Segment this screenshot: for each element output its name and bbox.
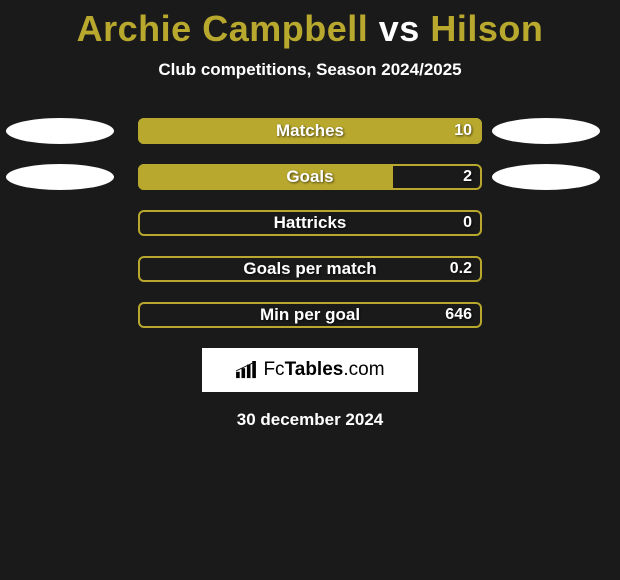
player1-marker	[6, 164, 114, 190]
date-label: 30 december 2024	[0, 410, 620, 430]
stat-row: Hattricks0	[0, 210, 620, 236]
player1-marker	[6, 118, 114, 144]
stat-bar-track	[138, 118, 482, 144]
stat-bar-track	[138, 256, 482, 282]
stat-bar-track	[138, 164, 482, 190]
logo-text: FcTables.com	[263, 359, 384, 381]
logo-fc: Fc	[263, 359, 284, 380]
title-vs: vs	[379, 8, 420, 49]
stat-bar-track	[138, 302, 482, 328]
fctables-logo[interactable]: FcTables.com	[202, 348, 418, 392]
player1-name: Archie Campbell	[77, 8, 369, 49]
player2-marker	[492, 118, 600, 144]
comparison-chart: Matches10 Goals2 Hattricks0 Goals per match…	[0, 118, 620, 328]
player2-name: Hilson	[430, 8, 543, 49]
stat-row: Matches10	[0, 118, 620, 144]
logo-tables: Tables	[285, 359, 344, 380]
logo-com: .com	[343, 359, 384, 380]
comparison-card: Archie Campbell vs Hilson Club competiti…	[0, 0, 620, 580]
stat-row: Goals2	[0, 164, 620, 190]
stat-row: Goals per match0.2	[0, 256, 620, 282]
stat-bar-track	[138, 210, 482, 236]
bar-chart-icon	[235, 361, 257, 379]
page-title: Archie Campbell vs Hilson	[0, 0, 620, 50]
subtitle: Club competitions, Season 2024/2025	[0, 60, 620, 80]
player2-marker	[492, 164, 600, 190]
stat-row: Min per goal646	[0, 302, 620, 328]
